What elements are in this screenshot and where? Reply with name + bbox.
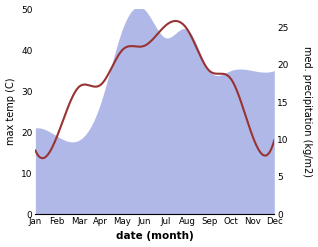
Y-axis label: med. precipitation (kg/m2): med. precipitation (kg/m2) bbox=[302, 46, 313, 177]
X-axis label: date (month): date (month) bbox=[116, 231, 194, 242]
Y-axis label: max temp (C): max temp (C) bbox=[5, 78, 16, 145]
